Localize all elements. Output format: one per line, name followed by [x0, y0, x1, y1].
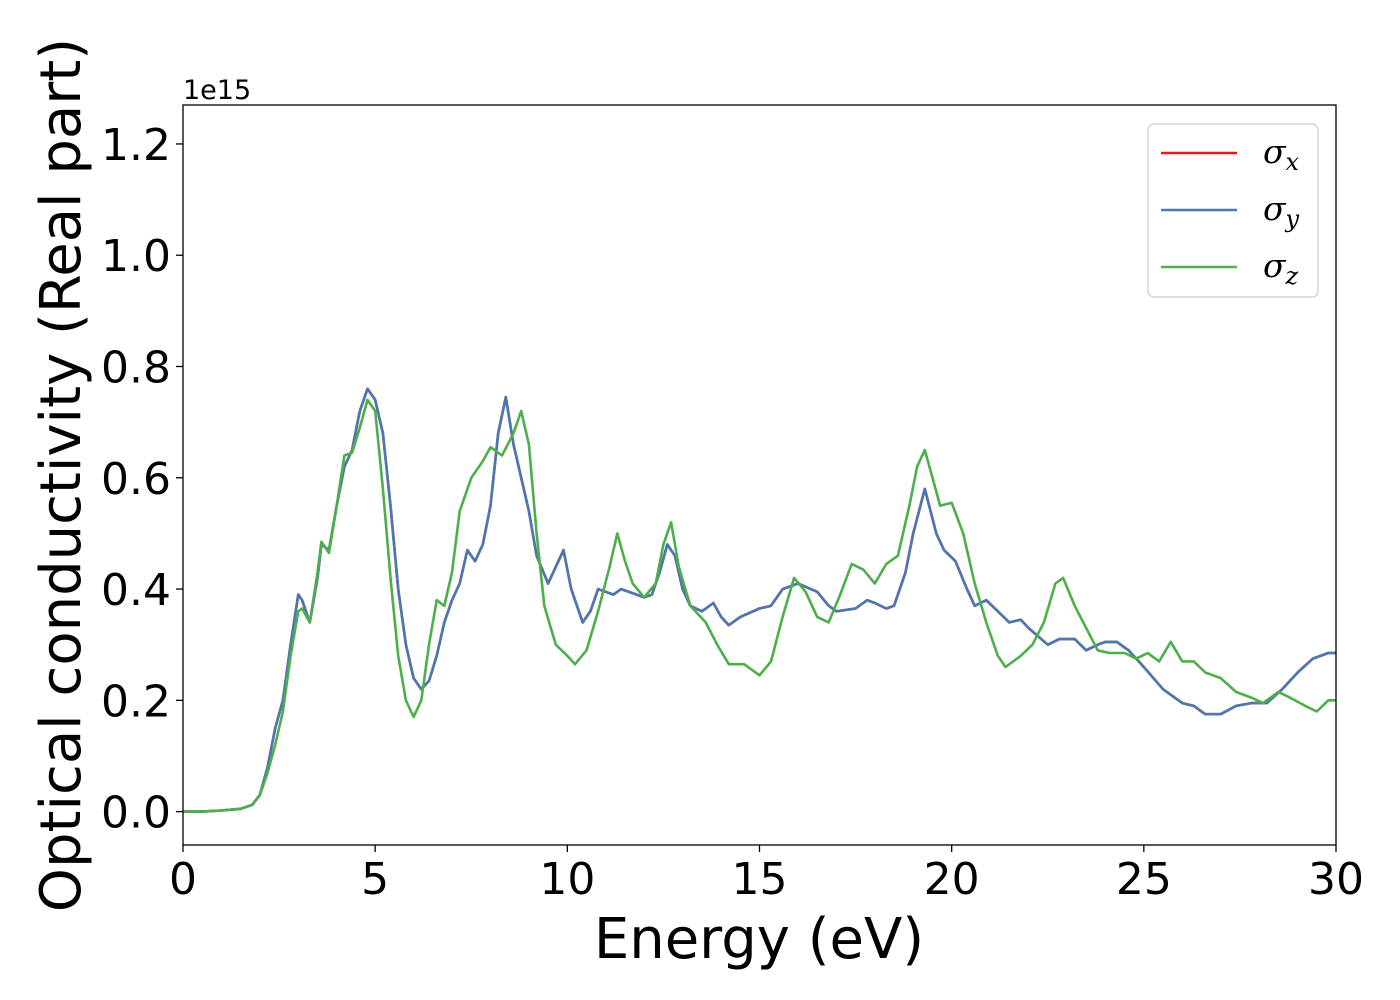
x-tick-label: 5 [361, 854, 389, 905]
y-tick-label: 0.4 [101, 565, 171, 616]
x-tick-label: 0 [169, 854, 197, 905]
y-axis: 0.0 0.2 0.4 0.6 0.8 1.0 1.2 [101, 120, 183, 839]
x-tick-label: 10 [539, 854, 595, 905]
series-layer [183, 387, 1336, 813]
y-axis-title: Optical conductivity (Real part) [29, 38, 94, 912]
plot-background [183, 105, 1336, 845]
x-tick-label: 25 [1116, 854, 1172, 905]
y-tick-label: 1.0 [101, 231, 171, 282]
plot-area [182, 104, 1337, 846]
y-tick-label: 0.8 [101, 343, 171, 394]
series-line-z [183, 398, 1336, 813]
y-tick-label: 0.0 [101, 788, 171, 839]
legend-label-z: σz [1263, 246, 1299, 290]
legend-label-y: σy [1263, 189, 1300, 233]
x-tick-label: 20 [924, 854, 980, 905]
legend-label-x: σx [1263, 132, 1300, 176]
y-tick-label: 1.2 [101, 120, 171, 171]
x-axis-title: Energy (eV) [594, 907, 924, 972]
series-line-y [183, 387, 1336, 813]
legend: σx σy σz [1147, 123, 1319, 298]
x-axis: 0 5 10 15 20 25 30 [169, 845, 1364, 905]
x-tick-label: 30 [1308, 854, 1364, 905]
y-tick-label: 0.2 [101, 676, 171, 727]
x-tick-label: 15 [732, 854, 788, 905]
y-offset-label: 1e15 [183, 75, 251, 106]
y-tick-label: 0.6 [101, 454, 171, 505]
